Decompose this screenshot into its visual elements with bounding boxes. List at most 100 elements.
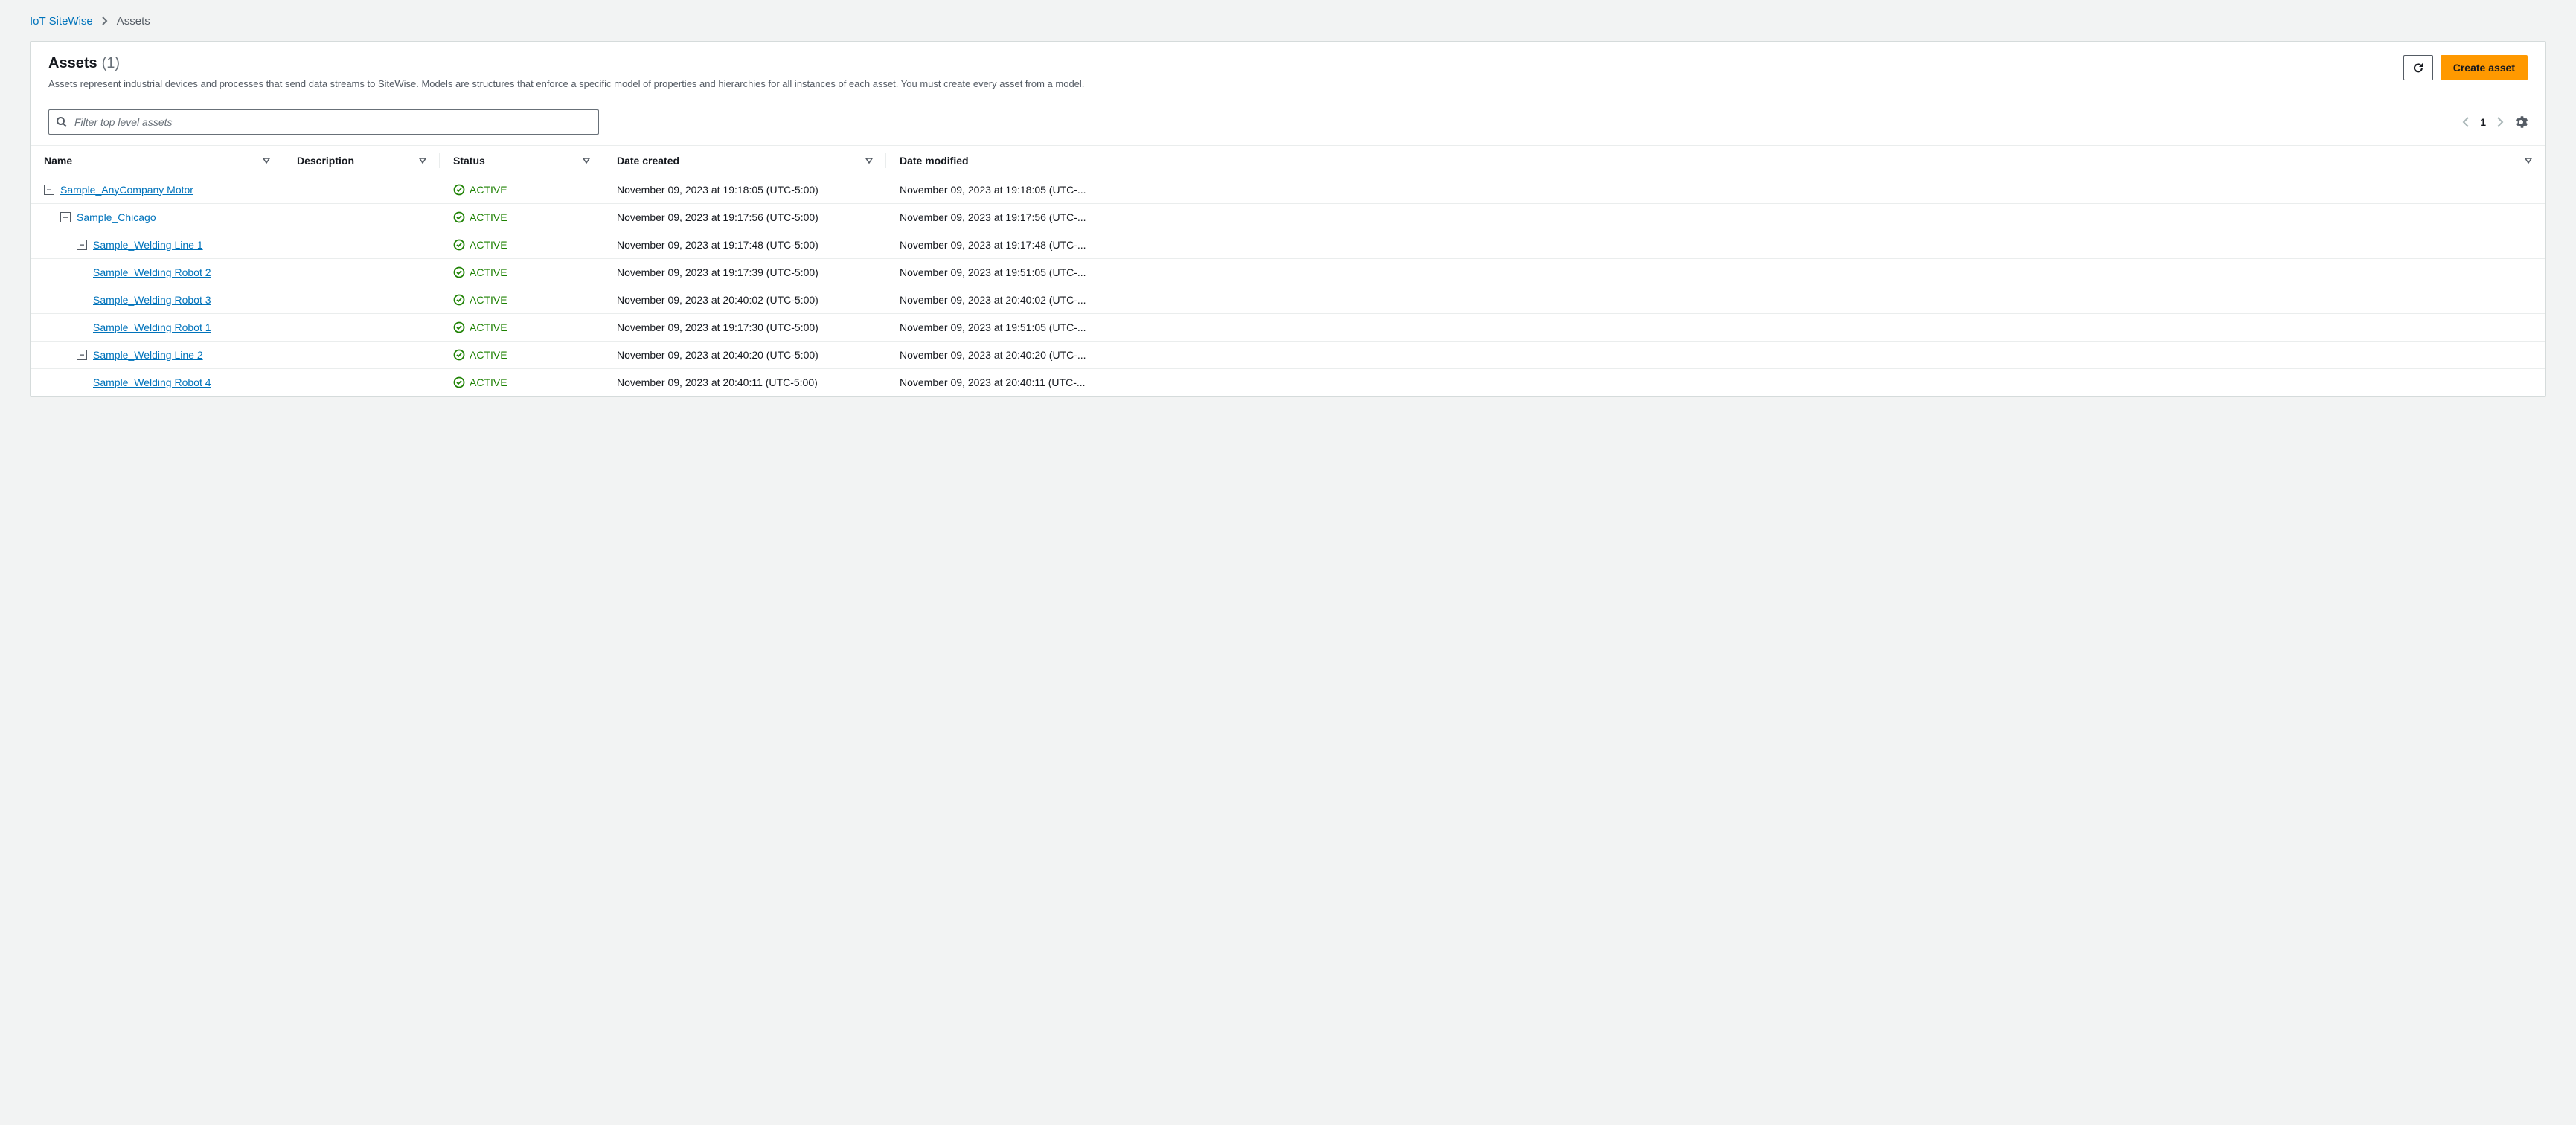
table-header-row: Name Description Status Date created Dat…	[31, 145, 2545, 176]
settings-button[interactable]	[2514, 115, 2528, 129]
tree-collapse-toggle[interactable]: −	[60, 212, 71, 222]
table-row: −Sample_Welding Line 1 ACTIVE November 09,…	[31, 231, 2545, 258]
page-next-button[interactable]	[2496, 117, 2504, 127]
sort-icon	[583, 158, 590, 164]
tree-spacer	[77, 267, 87, 278]
breadcrumb-root-link[interactable]: IoT SiteWise	[30, 15, 93, 28]
check-circle-icon	[453, 266, 465, 278]
sort-icon	[419, 158, 426, 164]
chevron-right-icon	[2496, 117, 2504, 127]
column-header-status[interactable]: Status	[440, 145, 603, 176]
date-modified-cell: November 09, 2023 at 19:18:05 (UTC-...	[886, 176, 2545, 203]
check-circle-icon	[453, 211, 465, 223]
description-cell	[283, 341, 440, 368]
table-row: −Sample_Chicago ACTIVE November 09, 2023 a…	[31, 203, 2545, 231]
tree-spacer	[77, 377, 87, 388]
table-row: Sample_Welding Robot 4 ACTIVE November 09,…	[31, 368, 2545, 396]
status-badge: ACTIVE	[453, 321, 590, 333]
description-cell	[283, 313, 440, 341]
column-label: Name	[44, 155, 72, 167]
asset-link[interactable]: Sample_Welding Robot 3	[93, 294, 211, 306]
status-badge: ACTIVE	[453, 349, 590, 361]
status-badge: ACTIVE	[453, 266, 590, 278]
chevron-right-icon	[102, 16, 108, 28]
column-header-description[interactable]: Description	[283, 145, 440, 176]
sort-icon	[263, 158, 270, 164]
tree-collapse-toggle[interactable]: −	[77, 240, 87, 250]
asset-link[interactable]: Sample_Chicago	[77, 211, 156, 223]
tree-collapse-toggle[interactable]: −	[77, 350, 87, 360]
panel-header: Assets (1) Assets represent industrial d…	[31, 42, 2545, 102]
table-row: Sample_Welding Robot 2 ACTIVE November 09,…	[31, 258, 2545, 286]
check-circle-icon	[453, 239, 465, 251]
status-badge: ACTIVE	[453, 376, 590, 388]
date-created-cell: November 09, 2023 at 19:17:39 (UTC-5:00)	[603, 258, 886, 286]
table-row: −Sample_Welding Line 2 ACTIVE November 09,…	[31, 341, 2545, 368]
description-cell	[283, 286, 440, 313]
column-label: Description	[297, 155, 354, 167]
date-created-cell: November 09, 2023 at 20:40:20 (UTC-5:00)	[603, 341, 886, 368]
refresh-icon	[2412, 62, 2424, 74]
date-modified-cell: November 09, 2023 at 19:17:56 (UTC-...	[886, 203, 2545, 231]
column-header-name[interactable]: Name	[31, 145, 283, 176]
asset-link[interactable]: Sample_Welding Robot 4	[93, 376, 211, 388]
chevron-left-icon	[2462, 117, 2470, 127]
column-label: Date created	[617, 155, 679, 167]
status-badge: ACTIVE	[453, 294, 590, 306]
asset-link[interactable]: Sample_Welding Robot 2	[93, 266, 211, 278]
date-modified-cell: November 09, 2023 at 19:17:48 (UTC-...	[886, 231, 2545, 258]
date-created-cell: November 09, 2023 at 19:17:48 (UTC-5:00)	[603, 231, 886, 258]
page-prev-button[interactable]	[2462, 117, 2470, 127]
asset-link[interactable]: Sample_Welding Line 2	[93, 349, 203, 361]
description-cell	[283, 231, 440, 258]
tree-spacer	[77, 322, 87, 333]
column-header-date-modified[interactable]: Date modified	[886, 145, 2545, 176]
status-badge: ACTIVE	[453, 211, 590, 223]
date-modified-cell: November 09, 2023 at 19:51:05 (UTC-...	[886, 313, 2545, 341]
page-title-text: Assets	[48, 55, 97, 72]
page-number: 1	[2480, 116, 2486, 128]
sort-icon	[2525, 158, 2532, 164]
check-circle-icon	[453, 376, 465, 388]
date-created-cell: November 09, 2023 at 20:40:02 (UTC-5:00)	[603, 286, 886, 313]
table-row: −Sample_AnyCompany Motor ACTIVE November 0…	[31, 176, 2545, 203]
asset-link[interactable]: Sample_AnyCompany Motor	[60, 184, 193, 196]
refresh-button[interactable]	[2403, 55, 2433, 80]
check-circle-icon	[453, 321, 465, 333]
assets-table: Name Description Status Date created Dat…	[31, 145, 2545, 396]
description-cell	[283, 368, 440, 396]
date-created-cell: November 09, 2023 at 20:40:11 (UTC-5:00)	[603, 368, 886, 396]
date-created-cell: November 09, 2023 at 19:17:30 (UTC-5:00)	[603, 313, 886, 341]
pagination: 1	[2462, 115, 2528, 129]
check-circle-icon	[453, 294, 465, 306]
status-badge: ACTIVE	[453, 184, 590, 196]
assets-panel: Assets (1) Assets represent industrial d…	[30, 41, 2546, 397]
breadcrumb-current: Assets	[117, 15, 150, 28]
page-description: Assets represent industrial devices and …	[48, 77, 2391, 92]
gear-icon	[2514, 115, 2528, 129]
check-circle-icon	[453, 184, 465, 196]
tree-collapse-toggle[interactable]: −	[44, 185, 54, 195]
asset-link[interactable]: Sample_Welding Robot 1	[93, 321, 211, 333]
table-row: Sample_Welding Robot 3 ACTIVE November 09,…	[31, 286, 2545, 313]
filter-row: 1	[31, 102, 2545, 145]
date-modified-cell: November 09, 2023 at 20:40:20 (UTC-...	[886, 341, 2545, 368]
filter-input[interactable]	[48, 109, 599, 135]
column-label: Date modified	[900, 155, 969, 167]
status-badge: ACTIVE	[453, 239, 590, 251]
date-modified-cell: November 09, 2023 at 20:40:11 (UTC-...	[886, 368, 2545, 396]
breadcrumb: IoT SiteWise Assets	[30, 15, 2546, 28]
search-icon	[56, 116, 68, 128]
asset-link[interactable]: Sample_Welding Line 1	[93, 239, 203, 251]
table-row: Sample_Welding Robot 1 ACTIVE November 09,…	[31, 313, 2545, 341]
description-cell	[283, 258, 440, 286]
column-header-date-created[interactable]: Date created	[603, 145, 886, 176]
date-modified-cell: November 09, 2023 at 19:51:05 (UTC-...	[886, 258, 2545, 286]
description-cell	[283, 203, 440, 231]
header-actions: Create asset	[2403, 55, 2528, 80]
date-modified-cell: November 09, 2023 at 20:40:02 (UTC-...	[886, 286, 2545, 313]
create-asset-button[interactable]: Create asset	[2441, 55, 2528, 80]
check-circle-icon	[453, 349, 465, 361]
sort-icon	[865, 158, 873, 164]
column-label: Status	[453, 155, 485, 167]
